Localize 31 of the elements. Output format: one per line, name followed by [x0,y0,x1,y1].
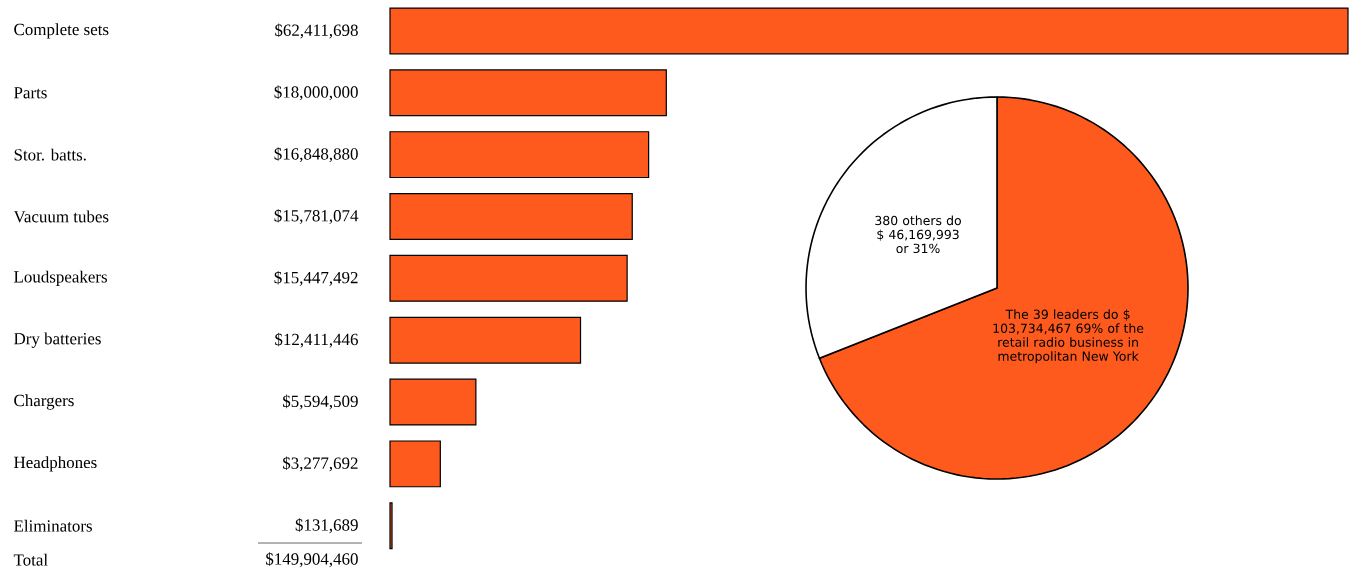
data-label: $131,689 [295,518,358,533]
slice-label: The 39 leaders do $ 103,734,467 69% of the retail radio business in metropolitan New York [993,309,1144,364]
bar [389,69,667,117]
data-label: $3,277,692 [283,456,358,472]
bar [389,316,582,364]
bar [389,502,393,549]
y-tick-label: Loudspeakers [14,270,107,286]
y-tick-label: Vacuum tubes [13,210,109,223]
data-label: $12,411,446 [275,332,358,348]
data-label: $15,781,074 [274,208,359,224]
bar [389,130,650,178]
y-tick-label: Eliminators [14,519,92,532]
bar [389,7,1349,55]
bar [389,440,441,488]
data-label: $5,594,509 [283,394,358,410]
data-label: $15,447,492 [274,270,358,286]
y-tick-label: Headphones [14,455,97,472]
slice-label: 380 others do $ 46,169,993 or 31% [875,215,961,253]
y-tick-label: Stor. batts. [14,148,86,161]
bar [389,192,633,240]
text: Total [13,553,48,566]
data-label: $16,848,880 [274,146,358,162]
y-tick-label: Chargers [14,394,74,410]
y-tick-label: Dry batteries [14,332,101,348]
y-tick-label: Complete sets [14,23,109,39]
data-label: $18,000,000 [274,85,358,100]
y-tick-label: Parts [14,86,47,99]
bar [389,378,477,426]
text: $149,904,460 [266,552,358,567]
bar [389,254,628,302]
data-label: $62,411,698 [275,23,358,39]
